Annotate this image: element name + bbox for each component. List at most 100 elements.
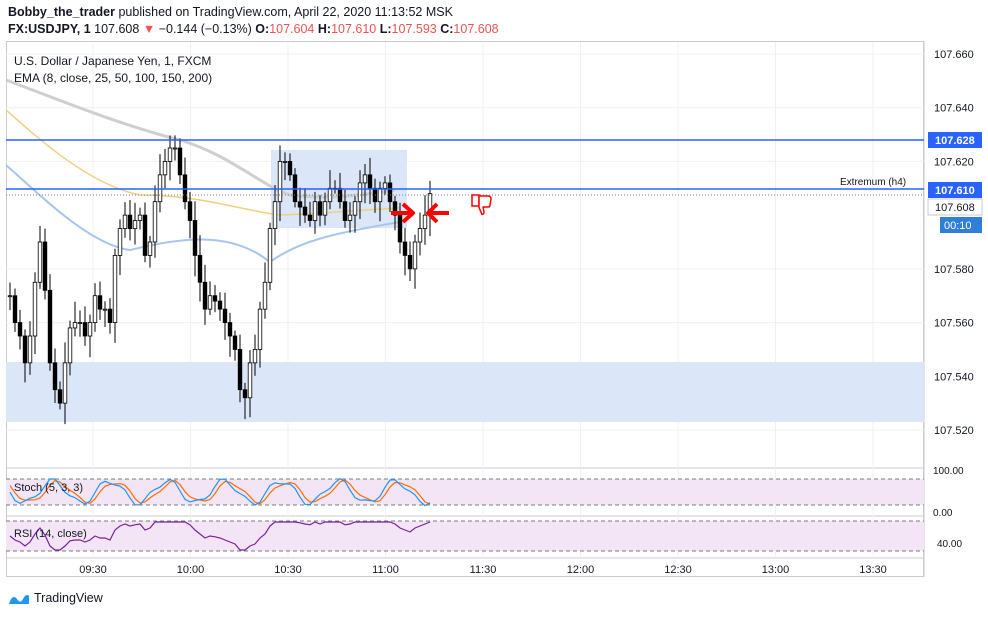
price-tick-label: 107.620 <box>934 156 974 168</box>
extremum-label: Extremum (h4) <box>840 177 906 188</box>
high-label: H: <box>317 22 332 36</box>
candle-up <box>32 281 38 337</box>
rsi-label: RSI (14, close) <box>14 528 87 540</box>
time-tick-label: 13:30 <box>859 564 887 576</box>
candle-up <box>37 241 43 283</box>
candle-down <box>22 335 28 364</box>
candle-up <box>422 214 428 229</box>
candle-up <box>352 201 358 216</box>
close-value: 107.608 <box>453 22 499 36</box>
thumbs-down-icon <box>471 194 492 216</box>
candle-up <box>102 308 108 311</box>
candle-up <box>77 322 83 324</box>
candles <box>7 135 433 425</box>
time-tick-label: 11:30 <box>470 564 497 576</box>
ema-100-line <box>5 109 401 216</box>
stoch-d-line <box>9 479 431 505</box>
time-tick-label: 12:30 <box>664 564 692 576</box>
last-price-badge-text: 107.608 <box>935 202 975 214</box>
candle-up <box>117 228 123 256</box>
candle-down <box>192 220 198 256</box>
time-axis[interactable]: 09:30 10:00 10:30 11:00 11:30 12:00 12:30 13:00… <box>79 564 887 576</box>
down-triangle-icon: ▼ <box>142 22 156 36</box>
candle-down <box>407 255 413 270</box>
extremum-badge <box>928 182 982 198</box>
candle-up <box>112 255 118 323</box>
candle-down <box>367 174 373 189</box>
rsi-tick-40: 40.00 <box>937 539 962 550</box>
candle-up <box>277 161 283 203</box>
candle-down <box>107 308 113 323</box>
candle-down <box>42 241 48 291</box>
rsi-line <box>9 521 431 551</box>
rsi-band <box>6 521 924 551</box>
extremum-badge-text: 107.610 <box>935 185 975 197</box>
publish-info: Bobby_the_trader published on TradingVie… <box>8 5 453 19</box>
candle-up <box>357 182 363 203</box>
candle-down <box>297 201 303 208</box>
candle-down <box>302 206 308 216</box>
candle-down <box>342 201 348 221</box>
tradingview-logo-icon <box>9 595 29 604</box>
candle-up <box>412 241 418 270</box>
left-arrow-icon <box>426 202 449 224</box>
candle-down <box>397 214 403 243</box>
time-tick-label: 10:00 <box>177 564 205 576</box>
candle-down <box>127 214 133 229</box>
symbol-legend[interactable]: U.S. Dollar / Japanese Yen, 1, FXCM <box>14 54 211 68</box>
publisher-name[interactable]: Bobby_the_trader <box>8 5 115 19</box>
candle-down <box>232 335 238 350</box>
right-arrow-icon <box>391 202 415 224</box>
low-label: L: <box>379 22 392 36</box>
candle-up <box>67 327 73 364</box>
candle-up <box>252 349 258 364</box>
candle-down <box>177 147 183 176</box>
price-axis[interactable]: 107.660 107.640 107.620 107.580 107.560 107.5… <box>934 49 974 437</box>
brand-name: TradingView <box>34 591 103 605</box>
high-value: 107.610 <box>331 22 377 36</box>
open-value: 107.604 <box>269 22 315 36</box>
candle-down <box>317 201 323 216</box>
candle-down <box>392 201 398 216</box>
last-price: 107.608 <box>94 22 140 36</box>
support-zone[interactable] <box>6 362 924 422</box>
candle-down <box>12 295 18 323</box>
stoch-k-line <box>9 477 431 507</box>
candle-up <box>147 241 153 256</box>
candle-down <box>97 295 103 310</box>
candle-up <box>312 201 318 221</box>
price-tick-label: 107.540 <box>934 371 974 383</box>
candle-up <box>247 362 253 399</box>
open-label: O: <box>255 22 270 36</box>
candle-up <box>152 201 158 243</box>
time-tick-label: 10:30 <box>274 564 302 576</box>
candle-down <box>402 241 408 256</box>
candle-up <box>167 147 173 162</box>
countdown-badge <box>940 217 982 233</box>
price-tick-label: 107.640 <box>934 103 974 115</box>
candle-down <box>217 300 223 310</box>
candle-up <box>417 228 423 243</box>
candle-down <box>82 322 88 337</box>
close-label: C: <box>440 22 454 36</box>
candle-up <box>87 322 93 337</box>
stoch-tick-100: 100.00 <box>933 466 964 477</box>
candle-up <box>282 161 288 163</box>
candle-up <box>262 281 268 310</box>
candle-up <box>382 182 388 189</box>
ema-legend[interactable]: EMA (8, close, 25, 50, 100, 150, 200) <box>14 71 212 85</box>
price-tick-label: 107.560 <box>934 318 974 330</box>
level-high-badge-text: 107.628 <box>935 135 975 147</box>
price-tick-label: 107.660 <box>934 49 974 61</box>
candle-up <box>347 214 353 221</box>
candle-up <box>92 295 98 323</box>
price-tick-label: 107.580 <box>934 264 974 276</box>
tradingview-brand[interactable]: TradingView <box>8 591 103 605</box>
time-tick-label: 13:00 <box>762 564 790 576</box>
candle-up <box>267 228 273 283</box>
candle-up <box>322 201 328 216</box>
candle-down <box>17 322 23 337</box>
candle-up <box>272 201 278 229</box>
candle-up <box>132 220 138 229</box>
